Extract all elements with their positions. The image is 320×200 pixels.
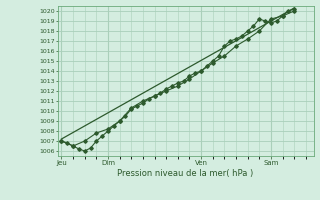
X-axis label: Pression niveau de la mer( hPa ): Pression niveau de la mer( hPa ): [117, 169, 254, 178]
